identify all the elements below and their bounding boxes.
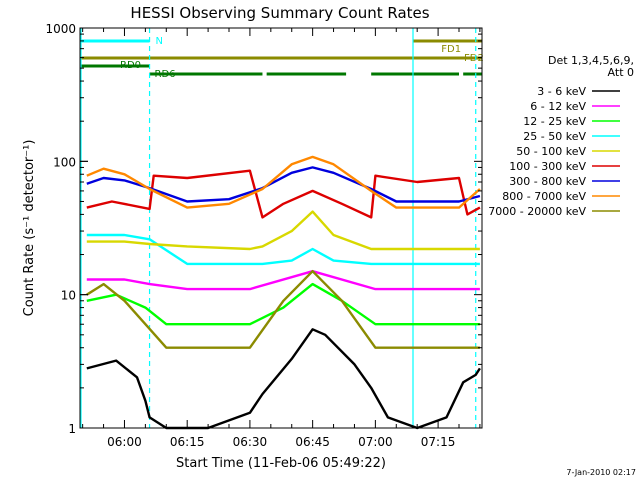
flag-label-fd2: FD2 bbox=[464, 53, 484, 64]
y-tick-label: 100 bbox=[53, 155, 76, 169]
x-axis-label: Start Time (11-Feb-06 05:49:22) bbox=[176, 456, 386, 471]
series-line bbox=[86, 166, 481, 203]
x-tick-label: 06:15 bbox=[170, 435, 205, 449]
legend-label: 6 - 12 keV bbox=[530, 100, 586, 113]
legend-label: 7000 - 20000 keV bbox=[488, 205, 586, 218]
series-line bbox=[86, 169, 481, 219]
legend-label: 50 - 100 keV bbox=[516, 145, 586, 158]
y-tick-label: 1000 bbox=[45, 22, 76, 36]
x-tick-label: 06:00 bbox=[107, 435, 142, 449]
flag-label-n: N bbox=[156, 36, 163, 47]
plot-frame bbox=[79, 27, 483, 429]
legend-header: Det 1,3,4,5,6,9, bbox=[548, 54, 634, 67]
flag-label-rd6: RD6 bbox=[155, 69, 176, 80]
series-line bbox=[86, 328, 481, 430]
x-tick-label: 06:45 bbox=[295, 435, 330, 449]
legend-label: 100 - 300 keV bbox=[509, 160, 586, 173]
interval-markers bbox=[80, 28, 477, 428]
y-tick-label: 10 bbox=[61, 289, 76, 303]
flag-label-rd0: RD0 bbox=[120, 60, 141, 71]
series-line bbox=[86, 233, 480, 266]
y-tick-label: 1 bbox=[68, 422, 76, 436]
chart-title: HESSI Observing Summary Count Rates bbox=[130, 4, 429, 22]
y-axis: 1 10 100 1000 bbox=[45, 22, 482, 436]
series-line bbox=[86, 210, 480, 251]
series-line bbox=[86, 270, 480, 349]
legend-label: 300 - 800 keV bbox=[509, 175, 586, 188]
legend-label: 25 - 50 keV bbox=[523, 130, 586, 143]
flag-label-fd1: FD1 bbox=[441, 44, 461, 55]
x-tick-label: 07:00 bbox=[358, 435, 393, 449]
legend-label: 800 - 7000 keV bbox=[502, 190, 586, 203]
series-line bbox=[86, 282, 480, 326]
legend-label: 3 - 6 keV bbox=[537, 85, 586, 98]
timestamp: 7-Jan-2010 02:17 bbox=[566, 468, 636, 477]
x-axis: 06:00 06:15 06:30 06:45 07:00 07:15 bbox=[82, 28, 481, 449]
legend-header: Att 0 bbox=[608, 66, 634, 79]
legend: Det 1,3,4,5,6,9,Att 0 3 - 6 keV 6 - 12 keV… bbox=[488, 54, 634, 218]
y-axis-label: Count Rate (s⁻¹ detector⁻¹) bbox=[22, 140, 37, 317]
series-lines bbox=[86, 155, 481, 430]
x-tick-label: 07:15 bbox=[421, 435, 456, 449]
legend-label: 12 - 25 keV bbox=[523, 115, 586, 128]
series-line bbox=[86, 270, 480, 291]
x-tick-label: 06:30 bbox=[233, 435, 268, 449]
series-line bbox=[86, 155, 481, 209]
